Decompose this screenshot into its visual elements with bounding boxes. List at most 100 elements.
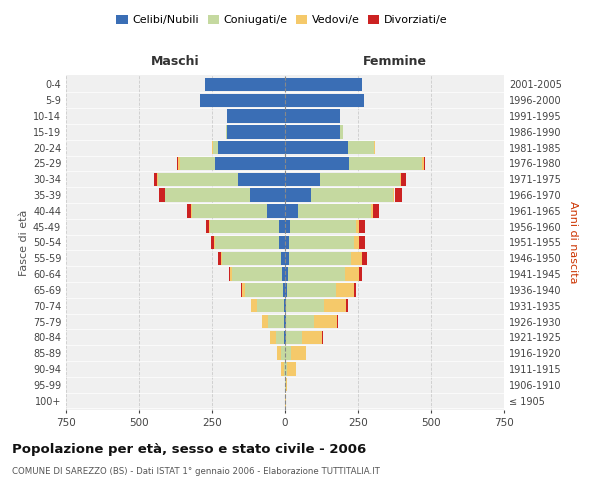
- Bar: [285, 252, 289, 265]
- Y-axis label: Anni di nascita: Anni di nascita: [568, 201, 578, 284]
- Bar: [277, 346, 281, 360]
- Bar: [285, 172, 320, 186]
- Bar: [311, 188, 393, 202]
- Bar: [165, 188, 250, 202]
- Bar: [286, 299, 325, 312]
- Bar: [362, 252, 367, 265]
- Bar: [424, 157, 425, 170]
- Bar: [285, 78, 362, 91]
- Bar: [227, 125, 285, 138]
- Bar: [212, 141, 214, 154]
- Bar: [211, 236, 214, 249]
- Bar: [345, 268, 359, 281]
- Bar: [278, 220, 285, 234]
- Bar: [320, 172, 400, 186]
- Bar: [270, 330, 275, 344]
- Bar: [245, 283, 283, 296]
- Bar: [359, 268, 362, 281]
- Bar: [291, 346, 306, 360]
- Bar: [285, 299, 286, 312]
- Text: COMUNE DI SAREZZO (BS) - Dati ISTAT 1° gennaio 2006 - Elaborazione TUTTITALIA.IT: COMUNE DI SAREZZO (BS) - Dati ISTAT 1° g…: [12, 468, 380, 476]
- Bar: [351, 252, 362, 265]
- Bar: [232, 268, 282, 281]
- Bar: [284, 362, 285, 376]
- Bar: [348, 141, 374, 154]
- Bar: [214, 236, 215, 249]
- Bar: [284, 315, 285, 328]
- Bar: [400, 172, 401, 186]
- Y-axis label: Fasce di età: Fasce di età: [19, 210, 29, 276]
- Bar: [325, 299, 346, 312]
- Bar: [284, 299, 285, 312]
- Bar: [340, 125, 343, 138]
- Bar: [285, 268, 288, 281]
- Bar: [218, 141, 285, 154]
- Bar: [210, 220, 278, 234]
- Bar: [281, 362, 284, 376]
- Bar: [262, 315, 268, 328]
- Bar: [290, 220, 356, 234]
- Bar: [285, 188, 311, 202]
- Bar: [287, 362, 296, 376]
- Bar: [359, 236, 365, 249]
- Bar: [286, 315, 314, 328]
- Bar: [205, 78, 285, 91]
- Text: Femmine: Femmine: [362, 56, 427, 68]
- Bar: [281, 252, 285, 265]
- Bar: [218, 252, 221, 265]
- Bar: [275, 330, 284, 344]
- Bar: [227, 110, 285, 123]
- Bar: [268, 204, 285, 218]
- Bar: [346, 299, 348, 312]
- Bar: [314, 315, 337, 328]
- Bar: [283, 283, 285, 296]
- Bar: [422, 157, 424, 170]
- Bar: [288, 268, 345, 281]
- Bar: [356, 220, 359, 234]
- Bar: [285, 283, 287, 296]
- Bar: [285, 110, 340, 123]
- Bar: [285, 141, 348, 154]
- Bar: [281, 346, 285, 360]
- Bar: [215, 236, 279, 249]
- Bar: [298, 204, 371, 218]
- Bar: [285, 236, 289, 249]
- Bar: [279, 236, 285, 249]
- Text: Popolazione per età, sesso e stato civile - 2006: Popolazione per età, sesso e stato civil…: [12, 442, 366, 456]
- Bar: [285, 362, 287, 376]
- Bar: [242, 283, 245, 296]
- Bar: [178, 157, 180, 170]
- Bar: [230, 268, 232, 281]
- Bar: [285, 157, 349, 170]
- Bar: [285, 346, 291, 360]
- Bar: [206, 220, 209, 234]
- Bar: [229, 268, 230, 281]
- Bar: [250, 188, 285, 202]
- Bar: [187, 204, 191, 218]
- Bar: [349, 157, 422, 170]
- Bar: [177, 157, 178, 170]
- Bar: [289, 236, 353, 249]
- Bar: [401, 172, 406, 186]
- Text: Maschi: Maschi: [151, 56, 200, 68]
- Bar: [289, 252, 351, 265]
- Bar: [180, 157, 215, 170]
- Legend: Celibi/Nubili, Coniugati/e, Vedovi/e, Divorziati/e: Celibi/Nubili, Coniugati/e, Vedovi/e, Di…: [112, 10, 452, 30]
- Bar: [285, 94, 364, 107]
- Bar: [222, 252, 281, 265]
- Bar: [191, 204, 268, 218]
- Bar: [257, 299, 284, 312]
- Bar: [302, 330, 322, 344]
- Bar: [285, 220, 290, 234]
- Bar: [215, 157, 285, 170]
- Bar: [200, 94, 285, 107]
- Bar: [158, 172, 238, 186]
- Bar: [337, 315, 338, 328]
- Bar: [238, 172, 285, 186]
- Bar: [373, 204, 379, 218]
- Bar: [395, 188, 402, 202]
- Bar: [159, 188, 164, 202]
- Bar: [335, 283, 355, 296]
- Bar: [393, 188, 395, 202]
- Bar: [287, 283, 335, 296]
